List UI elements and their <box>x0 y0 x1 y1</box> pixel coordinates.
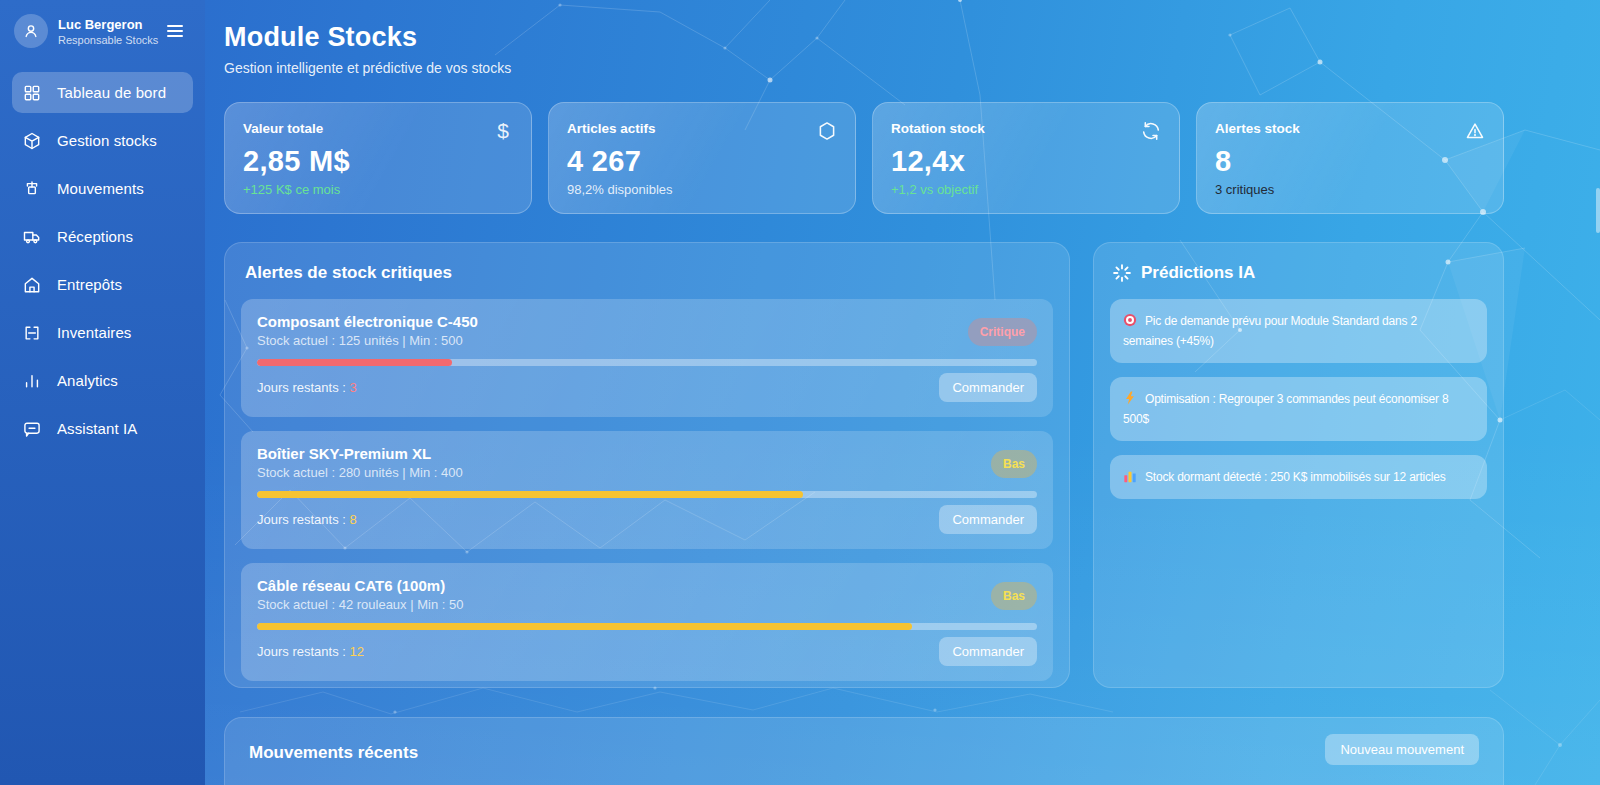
prediction-card: Pic de demande prévu pour Module Standar… <box>1110 299 1487 363</box>
page-title: Module Stocks <box>224 22 1504 53</box>
alert-card: Composant électronique C-450 Stock actue… <box>241 299 1053 417</box>
sidebar-item-tableau-de-bord[interactable]: Tableau de bord <box>12 72 193 113</box>
truck-icon <box>22 227 42 247</box>
sidebar-nav: Tableau de bord Gestion stocks Mouvement… <box>12 72 193 449</box>
prediction-card: Stock dormant détecté : 250 K$ immobilis… <box>1110 455 1487 499</box>
order-button[interactable]: Commander <box>939 373 1037 402</box>
chat-icon <box>22 419 42 439</box>
movements-title: Mouvements récents <box>249 743 418 763</box>
target-icon <box>1123 313 1137 327</box>
kpi-rotation-stock: Rotation stock 12,4x +1,2 vs objectif <box>872 102 1180 214</box>
dollar-icon: $ <box>492 120 514 142</box>
bolt-icon <box>1123 391 1137 405</box>
predictions-title: Prédictions IA <box>1141 263 1255 283</box>
sidebar-item-entrepots[interactable]: Entrepôts <box>12 264 193 305</box>
new-movement-button[interactable]: Nouveau mouvement <box>1325 734 1479 765</box>
stock-progress <box>257 359 1037 366</box>
user-role: Responsable Stocks <box>58 34 165 46</box>
bar-chart-icon <box>22 371 42 391</box>
scrollbar-thumb[interactable] <box>1596 188 1600 233</box>
sidebar-item-gestion-stocks[interactable]: Gestion stocks <box>12 120 193 161</box>
warehouse-icon <box>22 275 42 295</box>
alert-card: Boîtier SKY-Premium XL Stock actuel : 28… <box>241 431 1053 549</box>
kpi-valeur-totale: Valeur totale 2,85 M$ +125 K$ ce mois $ <box>224 102 532 214</box>
menu-icon[interactable] <box>165 20 185 42</box>
prediction-card: Optimisation : Regrouper 3 commandes peu… <box>1110 377 1487 441</box>
kpi-row: Valeur totale 2,85 M$ +125 K$ ce mois $ … <box>224 102 1504 214</box>
grid-icon <box>22 83 42 103</box>
hexagon-icon <box>816 120 838 142</box>
sidebar-item-assistant-ia[interactable]: Assistant IA <box>12 408 193 449</box>
sidebar-item-inventaires[interactable]: Inventaires <box>12 312 193 353</box>
severity-badge: Bas <box>991 450 1037 478</box>
sidebar-item-mouvements[interactable]: Mouvements <box>12 168 193 209</box>
user-name: Luc Bergeron <box>58 17 165 32</box>
page-subtitle: Gestion intelligente et prédictive de vo… <box>224 60 1504 76</box>
stock-progress <box>257 623 1037 630</box>
order-button[interactable]: Commander <box>939 505 1037 534</box>
warning-icon <box>1464 120 1486 142</box>
chart-icon <box>1123 469 1137 483</box>
sidebar-item-receptions[interactable]: Réceptions <box>12 216 193 257</box>
severity-badge: Bas <box>991 582 1037 610</box>
recent-movements-panel: Mouvements récents Nouveau mouvement <box>224 717 1504 785</box>
spinner-icon <box>1112 263 1132 283</box>
cube-icon <box>22 131 42 151</box>
app-window: Luc Bergeron Responsable Stocks Tableau … <box>0 0 1600 785</box>
main-area: Module Stocks Gestion intelligente et pr… <box>205 0 1600 785</box>
ai-predictions-panel: Prédictions IA Pic de demande prévu pour… <box>1093 242 1504 688</box>
user-icon <box>21 21 41 41</box>
kpi-articles-actifs: Articles actifs 4 267 98,2% disponibles <box>548 102 856 214</box>
inventory-icon <box>22 323 42 343</box>
alert-card: Câble réseau CAT6 (100m) Stock actuel : … <box>241 563 1053 681</box>
severity-badge: Critique <box>968 318 1037 346</box>
user-profile: Luc Bergeron Responsable Stocks <box>12 12 193 50</box>
refresh-icon <box>1140 120 1162 142</box>
sidebar-item-analytics[interactable]: Analytics <box>12 360 193 401</box>
sidebar: Luc Bergeron Responsable Stocks Tableau … <box>0 0 205 785</box>
move-icon <box>22 179 42 199</box>
critical-alerts-panel: Alertes de stock critiques Composant éle… <box>224 242 1070 688</box>
alerts-title: Alertes de stock critiques <box>245 263 1053 283</box>
order-button[interactable]: Commander <box>939 637 1037 666</box>
stock-progress <box>257 491 1037 498</box>
kpi-alertes-stock: Alertes stock 8 3 critiques <box>1196 102 1504 214</box>
avatar <box>14 14 48 48</box>
